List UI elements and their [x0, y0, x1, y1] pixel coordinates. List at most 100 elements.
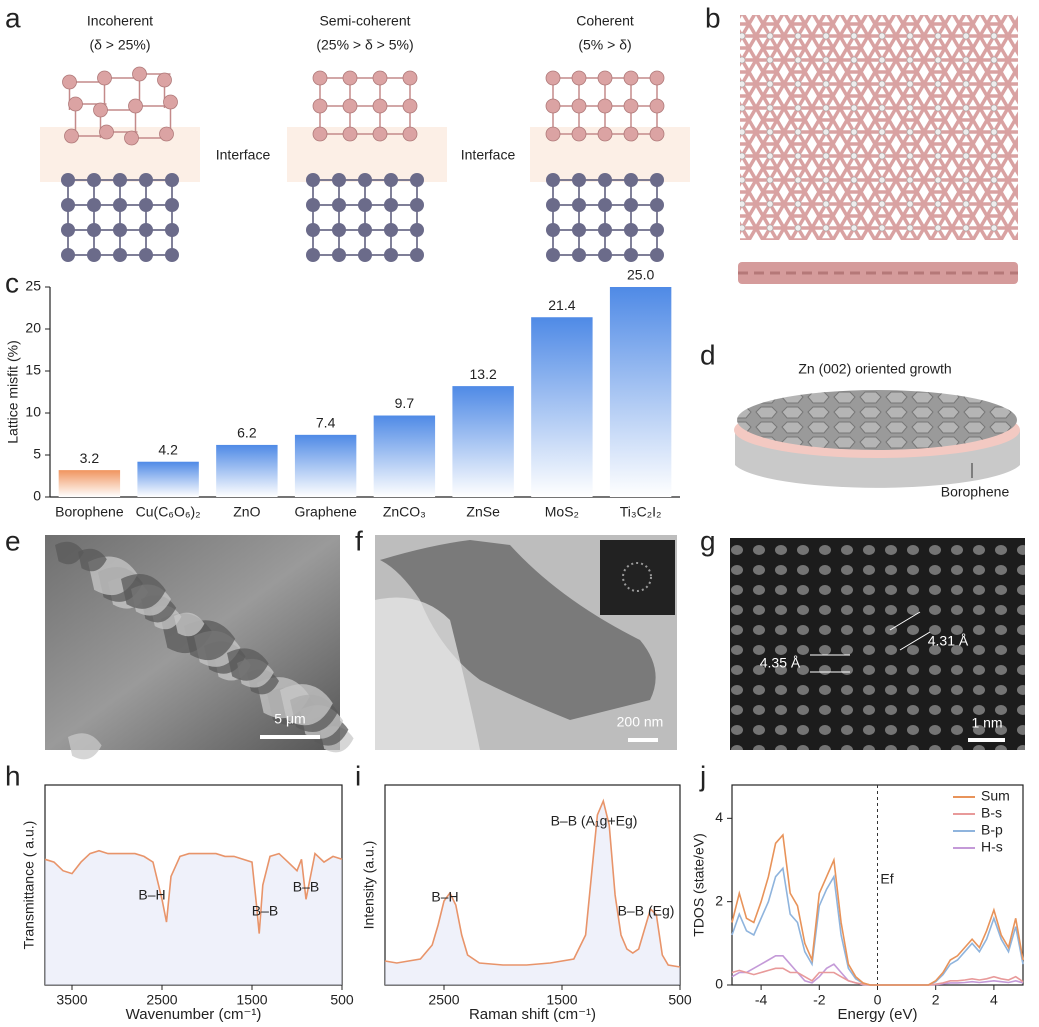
spacing-marker	[899, 631, 931, 651]
b-atom	[159, 126, 174, 142]
x-tick-label: Ti₃C₂I₂	[620, 504, 662, 520]
y-tick-label: 2	[715, 892, 723, 908]
zn-atom	[358, 248, 372, 262]
zn-atom	[61, 198, 75, 212]
x-tick-label: Graphene	[294, 504, 356, 520]
zn-atom	[572, 223, 586, 237]
layer-label: Borophene	[941, 484, 1010, 500]
bar	[531, 317, 593, 497]
zn-atom	[306, 173, 320, 187]
zn-atom	[410, 248, 424, 262]
zn-atom	[572, 248, 586, 262]
bar	[452, 386, 514, 497]
zn-atom	[650, 248, 664, 262]
schematic-title: Zn (002) oriented growth	[798, 361, 951, 377]
b-atom	[623, 70, 639, 86]
legend-label: B-s	[981, 805, 1002, 821]
annotation: B–B (A₁g+Eg)	[551, 813, 638, 829]
column-condition: (5% > δ)	[578, 37, 631, 53]
zn-atom	[165, 248, 179, 262]
scale-label: 5 μm	[274, 711, 305, 727]
zn-atom	[358, 173, 372, 187]
y-tick-label: 20	[25, 320, 41, 336]
hole	[375, 597, 480, 750]
value-label: 9.7	[395, 395, 415, 411]
x-tick-label: ZnO	[233, 504, 260, 520]
bar	[294, 434, 357, 497]
flake	[174, 612, 205, 637]
zn-atom	[384, 223, 398, 237]
column-title: Coherent	[576, 13, 634, 29]
zn-atom	[572, 173, 586, 187]
b-atom	[342, 70, 358, 86]
zn-atom	[139, 223, 153, 237]
panel-letter: i	[355, 760, 361, 791]
b-atom	[649, 98, 665, 114]
bar	[216, 444, 278, 497]
side-view	[738, 262, 1018, 284]
zn-atom	[546, 198, 560, 212]
y-tick-label: 10	[25, 404, 41, 420]
b-atom	[312, 70, 328, 86]
b-atom	[97, 70, 112, 86]
area-fill	[385, 801, 680, 985]
tem-image: 200 nm	[375, 535, 677, 750]
x-tick-label: 2500	[146, 992, 177, 1008]
zn-atom	[624, 223, 638, 237]
zn-atom	[306, 198, 320, 212]
value-label: 7.4	[316, 415, 336, 431]
zn-atom	[572, 198, 586, 212]
zn-atom	[113, 248, 127, 262]
panel-letter: b	[705, 2, 721, 33]
zn-atom	[332, 223, 346, 237]
y-axis-label: Lattice misfit (%)	[5, 340, 21, 443]
zn-atom	[165, 223, 179, 237]
zn-atom	[332, 198, 346, 212]
zn-atom	[113, 173, 127, 187]
y-axis-label: Transmittance ( a.u.)	[21, 821, 37, 950]
bar	[137, 461, 199, 497]
zn-atom	[598, 198, 612, 212]
y-tick-label: 0	[33, 488, 41, 504]
x-tick-label: 3500	[56, 992, 87, 1008]
zn-atom	[598, 248, 612, 262]
interface-label: Interface	[216, 147, 271, 163]
b-atom	[597, 98, 613, 114]
panel-letter: g	[700, 525, 716, 556]
zn-atom	[306, 223, 320, 237]
spacing-label: 4.35 Å	[760, 655, 801, 671]
x-tick-label: 1500	[546, 992, 577, 1008]
b-atom	[623, 126, 639, 142]
b-atom	[545, 70, 561, 86]
bar	[373, 415, 436, 497]
zn-atom	[624, 248, 638, 262]
x-tick-label: 500	[330, 992, 354, 1008]
panel-letter: e	[5, 525, 21, 556]
flake	[227, 648, 269, 681]
x-tick-label: 2	[932, 992, 940, 1008]
zn-atom	[61, 173, 75, 187]
flake	[380, 540, 656, 720]
x-tick-label: -2	[813, 992, 826, 1008]
zn-atom	[332, 248, 346, 262]
zn-atom	[410, 198, 424, 212]
annotation: B–H	[431, 889, 458, 905]
zn-atom	[358, 223, 372, 237]
flake	[280, 684, 333, 726]
panel-letter: h	[5, 760, 21, 791]
flake	[55, 541, 84, 565]
y-tick-label: 0	[715, 976, 723, 992]
x-tick-label: Borophene	[55, 504, 124, 520]
zn-atom	[113, 198, 127, 212]
zn-atom	[139, 198, 153, 212]
zn-atom	[598, 223, 612, 237]
zn-atom	[165, 173, 179, 187]
b-atom	[623, 98, 639, 114]
b-atom	[132, 66, 147, 82]
scale-label: 200 nm	[617, 714, 664, 730]
y-tick-label: 4	[715, 809, 723, 825]
zn-atom	[624, 173, 638, 187]
zn-atom	[61, 223, 75, 237]
b-atom	[545, 98, 561, 114]
